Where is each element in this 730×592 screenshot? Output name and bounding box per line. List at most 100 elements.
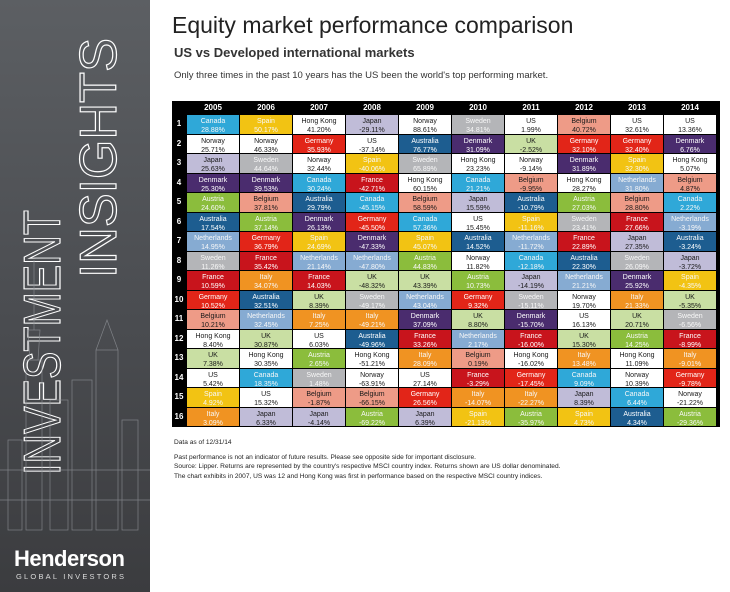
rank-label: 4: [176, 177, 182, 187]
country-cell: Canada 18.35%: [240, 368, 292, 387]
return-value: 2.65%: [309, 361, 329, 368]
return-value: 26.56%: [413, 400, 437, 407]
country-cell: Australia -49.96%: [346, 329, 398, 348]
page-subtitle: US vs Developed international markets: [174, 45, 415, 60]
return-value: -49.17%: [358, 302, 386, 310]
country-name: Spain: [575, 410, 593, 418]
return-value: -22.27%: [517, 400, 545, 407]
return-value: 43.39%: [413, 283, 437, 290]
country-name: Spain: [469, 410, 487, 418]
rank-label: 2: [176, 138, 182, 148]
country-name: Austria: [520, 410, 542, 418]
return-value: -63.91%: [358, 380, 386, 388]
return-value: 50.17%: [254, 127, 278, 134]
country-cell: Germany -17.45%: [505, 368, 557, 387]
return-value: 41.20%: [307, 127, 331, 134]
country-cell: Sweden 34.81%: [452, 115, 504, 134]
country-name: Germany: [410, 391, 440, 398]
country-name: Canada: [571, 371, 597, 379]
country-cell: Netherlands -11.72%: [505, 232, 557, 251]
country-name: Netherlands: [671, 215, 709, 223]
country-cell: Germany 10.52%: [187, 290, 239, 309]
country-cell: Japan 15.59%: [452, 193, 504, 212]
return-value: 21.21%: [466, 185, 490, 193]
country-cell: Australia 22.30%: [558, 251, 610, 270]
return-value: 6.33%: [256, 419, 276, 427]
rank-label: 7: [176, 236, 182, 245]
country-cell: Austria -29.36%: [664, 407, 716, 426]
return-value: 22.89%: [572, 244, 596, 251]
return-value: -4.14%: [307, 419, 331, 427]
country-name: Australia: [517, 196, 545, 203]
year-header: 2010: [469, 103, 487, 112]
return-value: 15.45%: [466, 224, 490, 232]
country-name: Japan: [362, 118, 382, 125]
country-name: Denmark: [304, 215, 334, 223]
country-cell: Germany 9.32%: [452, 290, 504, 309]
country-name: Netherlands: [406, 293, 444, 301]
country-cell: France 33.26%: [399, 329, 451, 348]
country-cell: Hong Kong 11.09%: [611, 349, 663, 368]
country-cell: UK 7.38%: [187, 349, 239, 368]
return-value: 27.14%: [413, 380, 437, 388]
country-name: Australia: [252, 293, 280, 301]
country-cell: Spain -21.13%: [452, 407, 504, 426]
return-value: 11.09%: [625, 361, 649, 368]
country-name: Spain: [257, 118, 275, 125]
country-cell: UK -2.52%: [505, 134, 557, 153]
country-cell: France 14.03%: [293, 271, 345, 290]
country-name: Spain: [416, 235, 434, 242]
country-cell: Italy 7.25%: [293, 310, 345, 329]
rank-label: 15: [174, 392, 184, 401]
country-name: Canada: [677, 196, 703, 203]
return-value: 9.09%: [574, 380, 594, 388]
country-cell: Sweden 23.41%: [558, 212, 610, 231]
country-name: UK: [208, 352, 218, 359]
return-value: -45.50%: [358, 224, 386, 232]
country-name: France: [202, 274, 224, 281]
country-cell: Germany 35.93%: [293, 134, 345, 153]
country-cell: Australia 29.79%: [293, 193, 345, 212]
country-cell: Australia 17.54%: [187, 212, 239, 231]
country-name: Canada: [465, 176, 491, 184]
country-name: Germany: [198, 293, 228, 301]
return-value: -29.11%: [359, 127, 385, 134]
return-value: 57.36%: [413, 224, 437, 232]
return-value: 27.03%: [572, 205, 596, 212]
return-value: 5.07%: [680, 166, 700, 173]
country-name: Belgium: [571, 118, 597, 125]
return-value: 26.13%: [307, 224, 331, 232]
return-value: 16.13%: [572, 322, 596, 329]
city-skyline-graphic: [0, 260, 150, 531]
country-name: Denmark: [463, 137, 493, 145]
country-name: Hong Kong: [460, 157, 496, 164]
return-value: 1.48%: [309, 380, 329, 388]
rank-label: 16: [174, 411, 184, 421]
return-value: 7.38%: [203, 361, 223, 368]
country-cell: Australia 4.34%: [611, 407, 663, 426]
return-value: -14.07%: [464, 400, 492, 407]
country-name: Hong Kong: [566, 176, 602, 184]
return-value: 11.82%: [466, 263, 490, 271]
country-name: Australia: [623, 410, 651, 418]
country-cell: Australia -3.24%: [664, 232, 716, 251]
return-value: 0.19%: [468, 361, 488, 368]
country-cell: Hong Kong -16.02%: [505, 349, 557, 368]
return-value: -42.71%: [358, 185, 386, 193]
country-name: France: [520, 332, 542, 340]
country-name: Sweden: [518, 293, 544, 301]
rank-label: 11: [174, 314, 184, 323]
country-cell: Sweden -6.56%: [664, 310, 716, 329]
country-cell: Australia 14.52%: [452, 232, 504, 251]
country-cell: Austria 10.73%: [452, 271, 504, 290]
return-value: 3.09%: [203, 419, 223, 427]
country-cell: Belgium 4.87%: [664, 173, 716, 192]
sidebar-panel: INVESTMENT INSIGHTS Henderson GLOBAL INV…: [0, 0, 150, 592]
country-name: Belgium: [465, 352, 491, 359]
country-cell: Canada 57.36%: [399, 212, 451, 232]
country-name: Hong Kong: [195, 332, 231, 340]
year-header: 2008: [363, 103, 381, 112]
return-value: 30.35%: [254, 361, 278, 368]
country-name: Germany: [463, 293, 493, 301]
country-name: Spain: [522, 215, 540, 223]
